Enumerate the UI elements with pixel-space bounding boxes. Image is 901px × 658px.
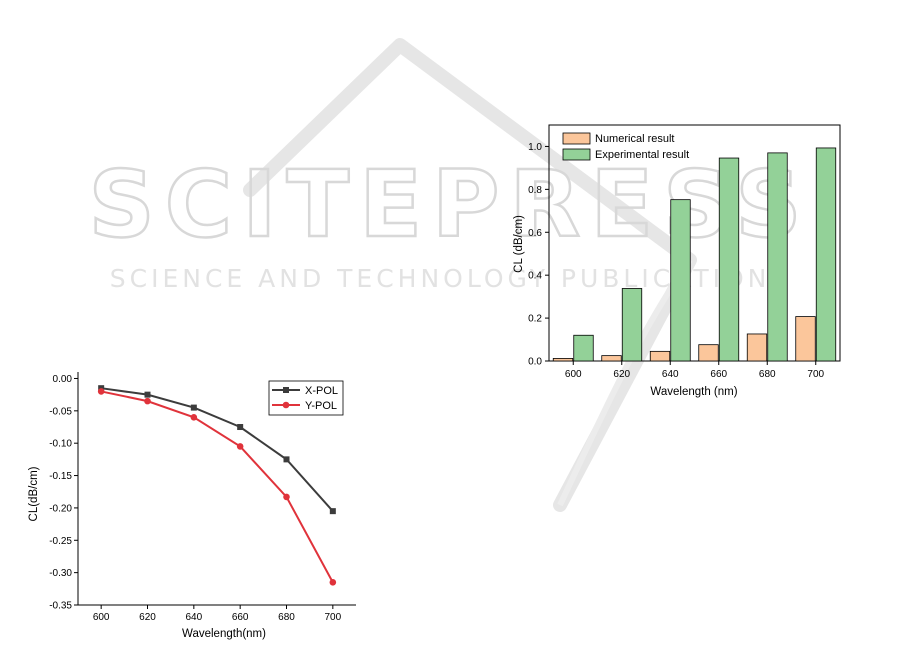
line-legend-box <box>268 380 344 416</box>
bar-legend-swatch <box>562 148 591 161</box>
line-point-x-pol <box>144 391 151 398</box>
line-series-x-pol <box>101 387 334 512</box>
line-y-tick-label: -0.05 <box>49 406 72 417</box>
line-point-x-pol <box>329 508 336 515</box>
line-point-y-pol <box>97 388 105 395</box>
watermark-book-outline <box>243 38 697 512</box>
line-chart: 0.00 -0.05 -0.10 -0.15 -0.20 -0.25 -0.30 -0.35 6… <box>28 372 356 640</box>
bar-legend-swatch <box>562 132 591 145</box>
bar-x-tick-label: 700 <box>807 369 824 380</box>
bar-y-tick-label: 0.0 <box>528 357 542 368</box>
bar-experimental <box>621 288 643 362</box>
line-plot-area: 0.00 -0.05 -0.10 -0.15 -0.20 -0.25 -0.30 -0.35 6… <box>49 372 356 623</box>
line-point-y-pol <box>329 579 337 586</box>
bar-legend-label: Numerical result <box>595 133 674 145</box>
bar-numerical <box>601 355 622 362</box>
line-y-tick-label: 0.00 <box>53 374 73 385</box>
bar-experimental <box>573 334 594 362</box>
line-y-tick-label: -0.15 <box>49 471 72 482</box>
line-legend-marker <box>282 401 290 409</box>
bar-plot-area: 0.0 0.2 0.4 0.6 0.8 1.0 600 620 640 660 680 700 Nume… <box>528 124 841 380</box>
bar-y-tick-label: 0.2 <box>528 314 542 325</box>
bar-numerical <box>649 350 671 362</box>
line-point-x-pol <box>283 456 290 463</box>
bar-experimental <box>767 152 788 362</box>
bar-y-axis-label: CL (dB/cm) <box>513 215 525 273</box>
bar-numerical <box>746 333 768 362</box>
bar-x-tick-label: 660 <box>710 369 727 380</box>
line-point-y-pol <box>236 443 244 450</box>
bar-chart: 0.0 0.2 0.4 0.6 0.8 1.0 600 620 640 660 680 700 Nume… <box>513 124 841 398</box>
line-legend-label: X-POL <box>305 385 338 397</box>
line-x-tick-label: 700 <box>324 612 341 623</box>
bar-y-tick-label: 1.0 <box>528 142 542 153</box>
bar-y-tick-label: 0.6 <box>528 228 542 239</box>
bar-experimental <box>718 157 740 362</box>
bar-x-tick-label: 680 <box>759 369 776 380</box>
bar-x-tick-label: 640 <box>662 369 679 380</box>
watermark-brand: SCITEPRESS <box>88 151 811 258</box>
bar-numerical <box>698 344 719 362</box>
line-y-tick-label: -0.30 <box>49 568 72 579</box>
bar-experimental <box>670 199 691 362</box>
line-y-tick-label: -0.20 <box>49 503 72 514</box>
bar-experimental <box>815 147 837 362</box>
line-x-tick-label: 600 <box>93 612 110 623</box>
bar-x-axis-label: Wavelength (nm) <box>650 386 737 398</box>
bar-numerical <box>795 316 816 362</box>
line-x-tick-label: 640 <box>185 612 202 623</box>
line-point-y-pol <box>283 493 290 501</box>
bar-plot-frame <box>548 124 841 362</box>
publisher-watermark: SCITEPRESS SCIENCE AND TECHNOLOGY PUBLIC… <box>87 38 811 512</box>
line-x-tick-label: 620 <box>139 612 156 623</box>
line-x-tick-label: 660 <box>232 612 249 623</box>
line-point-y-pol <box>144 397 151 405</box>
line-y-tick-label: -0.35 <box>49 601 72 612</box>
line-y-tick-label: -0.10 <box>49 439 72 450</box>
line-legend-marker <box>283 387 289 393</box>
bar-legend-label: Experimental result <box>595 149 689 161</box>
line-point-x-pol <box>237 424 244 431</box>
line-point-y-pol <box>190 414 198 421</box>
line-series-y-pol <box>100 390 334 583</box>
line-legend-label: Y-POL <box>305 400 337 412</box>
bar-x-tick-label: 600 <box>565 369 582 380</box>
bar-y-tick-label: 0.8 <box>528 185 542 196</box>
bar-x-tick-label: 620 <box>613 369 630 380</box>
bar-y-tick-label: 0.4 <box>528 271 542 282</box>
line-x-axis-label: Wavelength(nm) <box>182 628 266 640</box>
line-y-axis-label: CL(dB/cm) <box>28 466 40 521</box>
bar-numerical <box>552 358 574 362</box>
line-point-x-pol <box>190 404 197 411</box>
line-x-tick-label: 680 <box>278 612 295 623</box>
line-y-tick-label: -0.25 <box>49 536 72 547</box>
